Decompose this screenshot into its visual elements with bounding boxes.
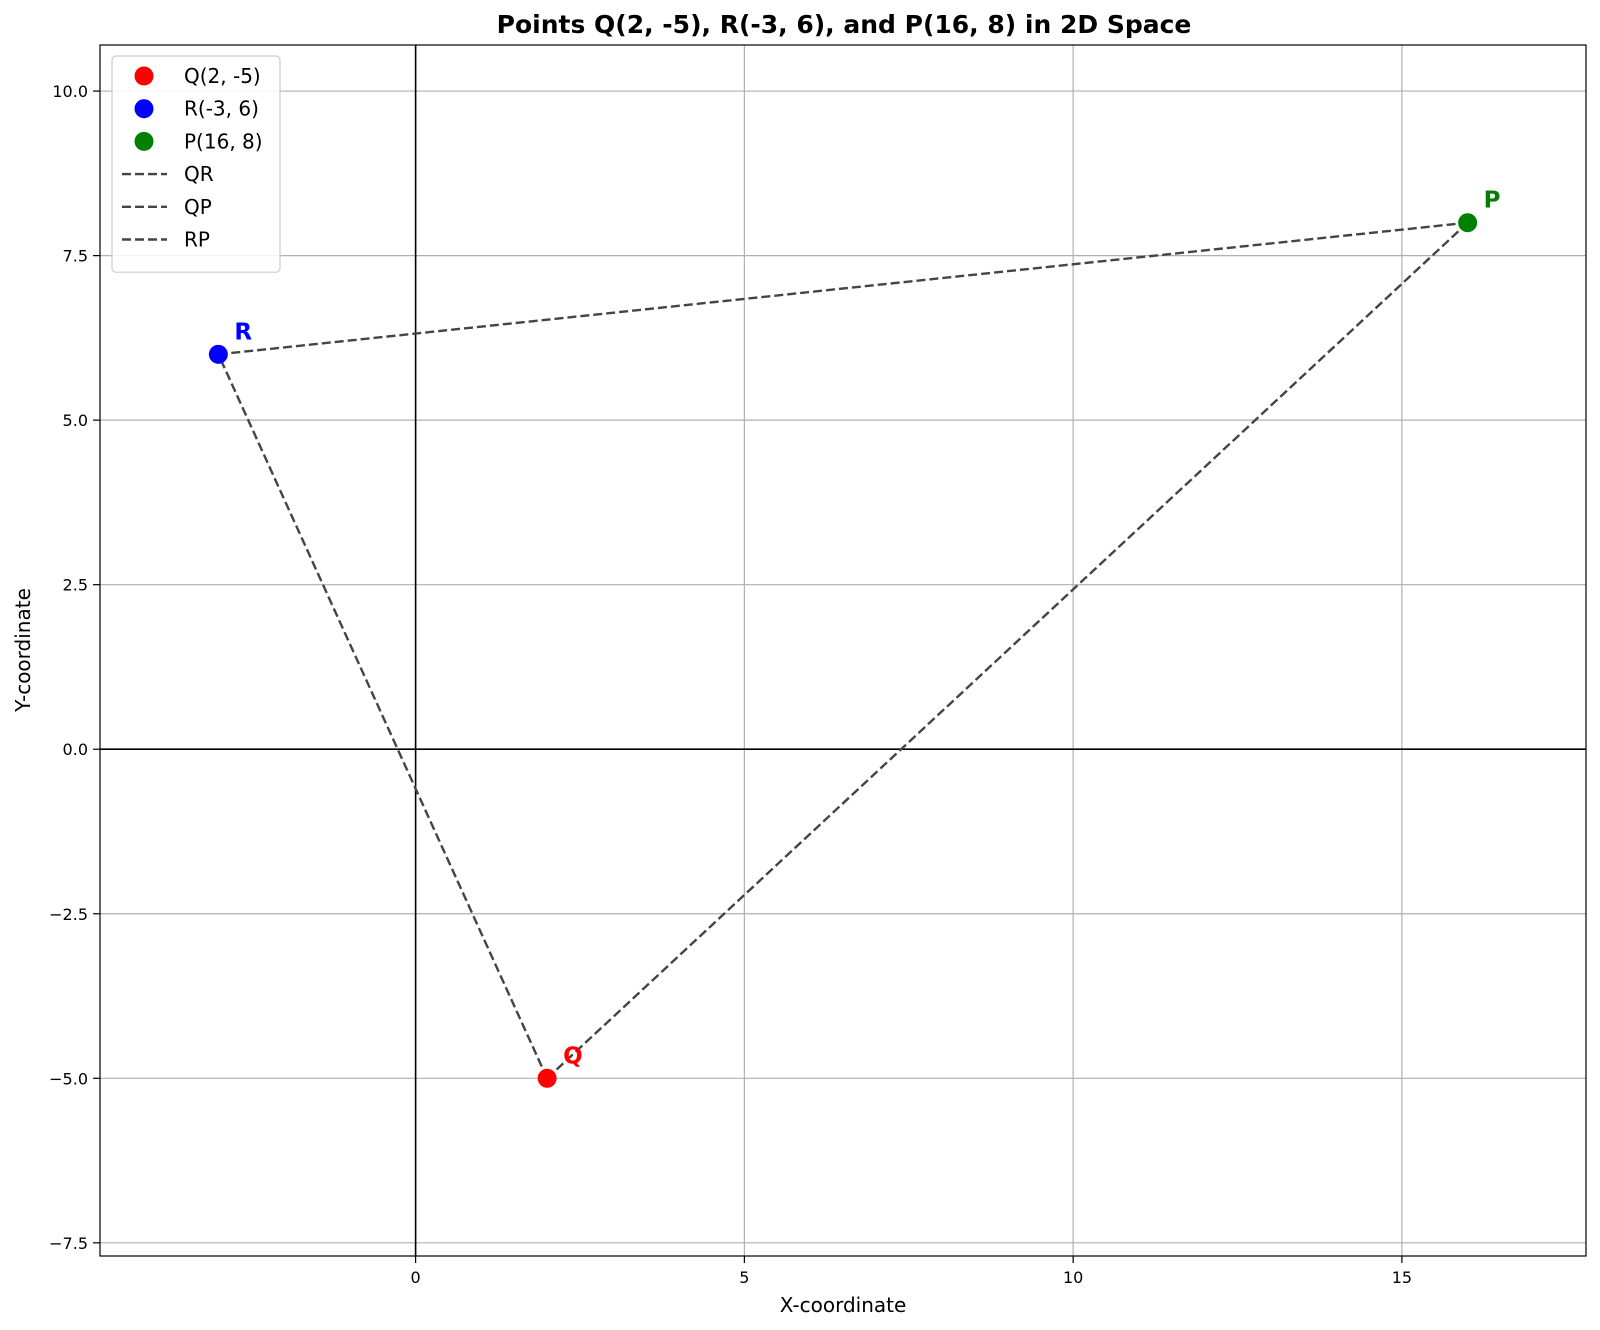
x-tick-label: 10 — [1063, 1268, 1083, 1287]
legend-entry-label: R(-3, 6) — [184, 97, 259, 121]
point-p — [1458, 213, 1478, 233]
segments — [217, 221, 1469, 1080]
legend-marker — [134, 131, 154, 151]
y-tick-label: 0.0 — [63, 740, 88, 759]
chart-title: Points Q(2, -5), R(-3, 6), and P(16, 8) … — [497, 10, 1192, 39]
y-axis-ticks: −7.5 −5.0 −2.5 0.0 2.5 5.0 7.5 10.0 — [49, 82, 100, 1253]
y-tick-label: 2.5 — [63, 576, 88, 595]
x-tick-label: 0 — [411, 1268, 421, 1287]
legend-marker — [134, 66, 154, 86]
y-tick-label: 7.5 — [63, 247, 88, 266]
y-axis-label: Y-coordinate — [11, 588, 35, 713]
point-q — [537, 1068, 557, 1088]
y-tick-label: 10.0 — [52, 82, 88, 101]
point-label-p: P — [1484, 188, 1501, 214]
point-r — [208, 344, 228, 364]
plot-frame — [99, 44, 1587, 1257]
legend-box — [111, 55, 281, 273]
y-tick-label: −2.5 — [49, 905, 88, 924]
legend: Q(2, -5) R(-3, 6) P(16, 8) QR QP RP — [111, 55, 281, 273]
legend-entry-label: RP — [184, 228, 210, 252]
y-tick-label: −7.5 — [49, 1234, 88, 1253]
zero-axes — [100, 45, 1586, 1256]
segment-qp — [546, 221, 1469, 1080]
y-tick-label: −5.0 — [49, 1069, 88, 1088]
legend-entry-label: QP — [184, 195, 212, 219]
x-axis-ticks: 0 5 10 15 — [411, 1256, 1412, 1287]
legend-entry-label: QR — [184, 162, 214, 186]
grid-lines — [100, 45, 1586, 1256]
point-label-q: Q — [563, 1043, 583, 1069]
x-axis-label: X-coordinate — [780, 1293, 907, 1317]
point-label-r: R — [234, 319, 252, 345]
legend-entry-label: Q(2, -5) — [184, 64, 261, 88]
segment-qr — [217, 353, 549, 1079]
points — [208, 213, 1478, 1088]
segment-rp — [218, 221, 1468, 356]
legend-entry-label: P(16, 8) — [184, 129, 263, 153]
point-labels: Q R P — [234, 188, 1500, 1070]
y-tick-label: 5.0 — [63, 411, 88, 430]
x-tick-label: 5 — [739, 1268, 749, 1287]
x-tick-label: 15 — [1392, 1268, 1412, 1287]
legend-marker — [134, 99, 154, 119]
